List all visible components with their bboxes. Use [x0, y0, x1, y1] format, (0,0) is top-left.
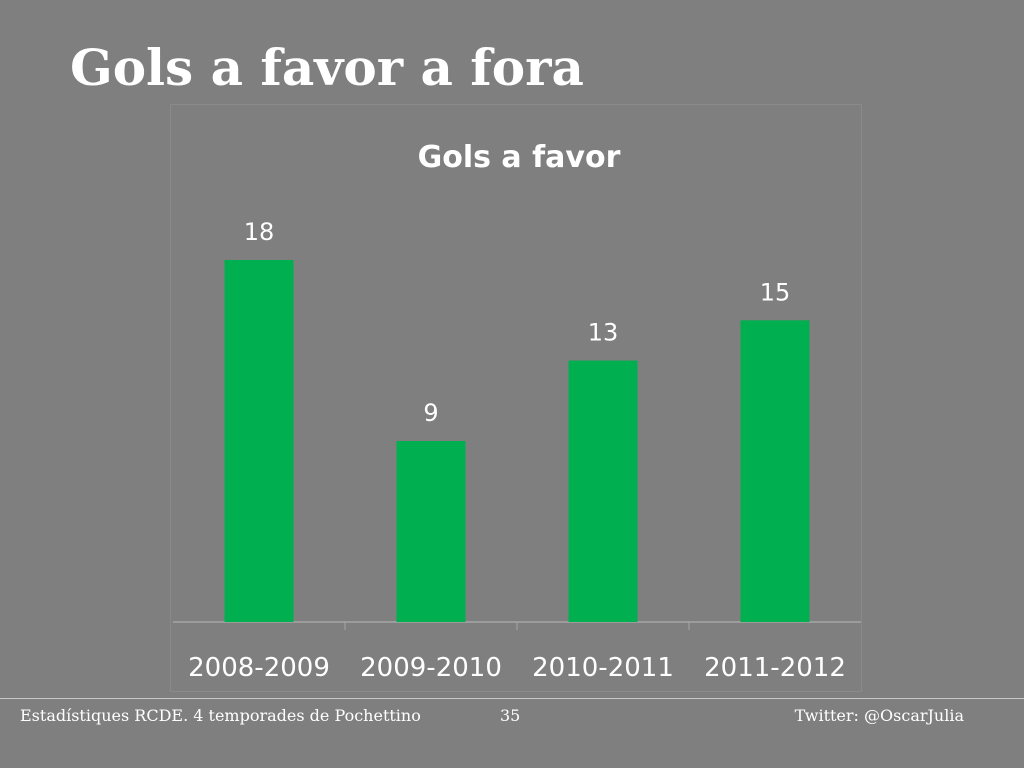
bar-2008-2009: [224, 260, 294, 622]
slide-title: Gols a favor a fora: [70, 38, 584, 97]
bar-2011-2012: [740, 320, 810, 622]
x-tick-label-2008-2009: 2008-2009: [188, 653, 330, 683]
x-tick-label-2010-2011: 2010-2011: [532, 653, 674, 683]
x-tick-label-2011-2012: 2011-2012: [704, 653, 846, 683]
footer-divider: [0, 698, 1024, 699]
data-label-2009-2010: 9: [423, 399, 438, 427]
footer-page-number: 35: [500, 706, 521, 725]
bar-chart: Gols a favor 18 2008-2009 9 2009-2010 13 2010-…: [173, 140, 861, 683]
chart-panel: Gols a favor 18 2008-2009 9 2009-2010 13 2010-…: [170, 104, 862, 692]
bar-2010-2011: [568, 360, 638, 622]
bar-2009-2010: [396, 441, 466, 622]
footer-twitter-handle: Twitter: @OscarJulia: [794, 706, 964, 725]
footer-presentation-label: Estadístiques RCDE. 4 temporades de Poch…: [20, 706, 421, 725]
x-tick-label-2009-2010: 2009-2010: [360, 653, 502, 683]
data-label-2011-2012: 15: [760, 278, 791, 306]
data-label-2010-2011: 13: [588, 319, 619, 347]
chart-title: Gols a favor: [418, 140, 621, 175]
data-label-2008-2009: 18: [244, 218, 275, 246]
